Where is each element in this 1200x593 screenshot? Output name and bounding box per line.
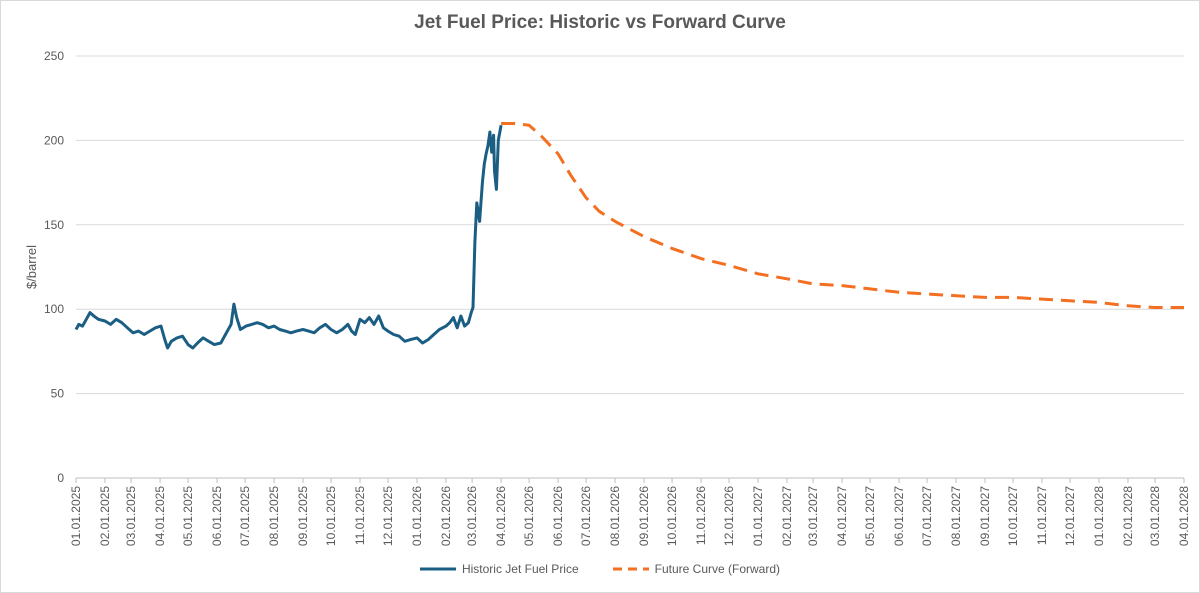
x-tick-label: 05.01.2026 xyxy=(522,486,536,546)
x-tick-label: 02.01.2027 xyxy=(780,486,794,546)
x-tick-label: 08.01.2027 xyxy=(949,486,963,546)
legend: Historic Jet Fuel Price Future Curve (Fo… xyxy=(0,562,1200,576)
x-tick-label: 01.01.2026 xyxy=(410,486,424,546)
x-tick-label: 10.01.2026 xyxy=(665,486,679,546)
x-tick-label: 09.01.2027 xyxy=(978,486,992,546)
x-tick-label: 07.01.2027 xyxy=(920,486,934,546)
y-axis-title: $/barrel xyxy=(24,245,39,289)
series-lines xyxy=(74,122,1184,350)
y-tick-label: 200 xyxy=(44,133,64,147)
x-tick-label: 01.01.2028 xyxy=(1092,486,1106,546)
x-tick-label: 02.01.2028 xyxy=(1121,486,1135,546)
y-tick-label: 0 xyxy=(57,471,64,485)
x-tick-label: 04.01.2028 xyxy=(1177,486,1191,546)
x-tick-label: 02.01.2026 xyxy=(439,486,453,546)
x-tick-label: 04.01.2026 xyxy=(494,486,508,546)
x-tick-label: 11.01.2026 xyxy=(694,486,708,545)
x-tick-label: 11.01.2025 xyxy=(353,486,367,545)
x-tick-label: 03.01.2026 xyxy=(465,486,479,546)
x-tick-label: 12.01.2027 xyxy=(1063,486,1077,546)
x-tick-label: 04.01.2025 xyxy=(153,486,167,546)
series-line-historic xyxy=(74,124,503,350)
x-tick-label: 05.01.2025 xyxy=(181,486,195,546)
x-tick-label: 07.01.2026 xyxy=(579,486,593,546)
y-tick-label: 250 xyxy=(44,49,64,63)
legend-label-historic: Historic Jet Fuel Price xyxy=(461,562,579,576)
legend-label-forward: Future Curve (Forward) xyxy=(654,562,781,576)
x-tick-label: 06.01.2026 xyxy=(551,486,565,546)
x-tick-label: 10.01.2027 xyxy=(1006,486,1020,546)
y-tick-label: 50 xyxy=(51,387,65,401)
x-tick-label: 01.01.2025 xyxy=(69,486,83,546)
x-tick-label: 08.01.2025 xyxy=(267,486,281,546)
x-tick-label: 11.01.2027 xyxy=(1035,486,1049,545)
x-tick-label: 05.01.2027 xyxy=(863,486,877,546)
y-tick-label: 100 xyxy=(44,302,64,316)
x-tick-label: 12.01.2025 xyxy=(381,486,395,546)
x-tick-label: 03.01.2027 xyxy=(806,486,820,546)
series-line-forward xyxy=(501,122,1184,309)
gridlines xyxy=(76,55,1184,395)
x-tick-label: 04.01.2027 xyxy=(835,486,849,546)
x-tick-label: 06.01.2025 xyxy=(210,486,224,546)
x-tick-label: 02.01.2025 xyxy=(98,486,112,546)
y-tick-label: 150 xyxy=(44,218,64,232)
chart-title: Jet Fuel Price: Historic vs Forward Curv… xyxy=(414,12,786,33)
x-tick-label: 08.01.2026 xyxy=(608,486,622,546)
x-tick-label: 12.01.2026 xyxy=(722,486,736,546)
x-tick-label: 07.01.2025 xyxy=(238,486,252,546)
x-tick-label: 10.01.2025 xyxy=(324,486,338,546)
legend-item-historic: Historic Jet Fuel Price xyxy=(419,562,579,576)
x-tick-label: 03.01.2025 xyxy=(124,486,138,546)
legend-swatch-historic xyxy=(419,567,456,571)
x-tick-label: 03.01.2028 xyxy=(1148,486,1162,546)
x-tick-label: 01.01.2027 xyxy=(751,486,765,546)
x-tick-label: 06.01.2027 xyxy=(892,486,906,546)
x-tick-label: 09.01.2025 xyxy=(296,486,310,546)
x-tick-label: 09.01.2026 xyxy=(637,486,651,546)
y-axis: 0 50 100 150 200 250 xyxy=(44,49,64,485)
legend-item-forward: Future Curve (Forward) xyxy=(612,562,781,576)
legend-swatch-forward xyxy=(612,567,649,571)
x-axis: 01.01.2025 02.01.2025 03.01.2025 04.01.2025… xyxy=(69,477,1191,546)
